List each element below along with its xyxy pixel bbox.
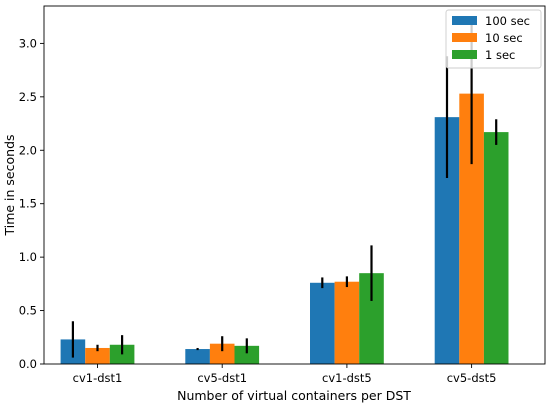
y-tick-label: 1.0: [19, 250, 37, 264]
y-axis-label: Time in seconds: [2, 134, 17, 236]
legend-swatch: [452, 50, 477, 59]
bar: [185, 349, 210, 364]
y-tick-label: 0.0: [19, 357, 37, 371]
bar: [334, 281, 360, 364]
legend-swatch: [452, 33, 477, 42]
bar: [234, 345, 260, 364]
bar: [85, 347, 110, 364]
y-tick-label: 2.0: [19, 143, 37, 157]
x-tick-label: cv5-dst5: [447, 371, 497, 385]
y-tick-label: 2.5: [19, 90, 37, 104]
bar: [209, 343, 235, 364]
y-tick-label: 1.5: [19, 197, 37, 211]
x-tick-label: cv5-dst1: [197, 371, 247, 385]
bar: [310, 282, 335, 364]
bar: [483, 132, 509, 364]
x-axis-label: Number of virtual containers per DST: [177, 388, 411, 403]
legend-label: 100 sec: [485, 14, 530, 28]
legend: 100 sec 10 sec 1 sec: [445, 9, 542, 69]
x-tick-label: cv1-dst1: [73, 371, 123, 385]
plot-frame: [43, 5, 546, 365]
error-bars-layer: [71, 23, 498, 358]
bars-layer: [60, 93, 509, 365]
legend-label: 1 sec: [485, 48, 515, 62]
legend-label: 10 sec: [485, 31, 523, 45]
y-axis: 0.0 0.5 1.0 1.5 2.0 2.5 3.0: [19, 36, 44, 371]
y-tick-label: 0.5: [19, 304, 37, 318]
x-tick-label: cv1-dst5: [322, 371, 372, 385]
y-tick-label: 3.0: [19, 36, 37, 50]
legend-swatch: [452, 16, 477, 25]
x-axis: cv1-dst1 cv5-dst1 cv1-dst5 cv5-dst5: [73, 364, 497, 385]
